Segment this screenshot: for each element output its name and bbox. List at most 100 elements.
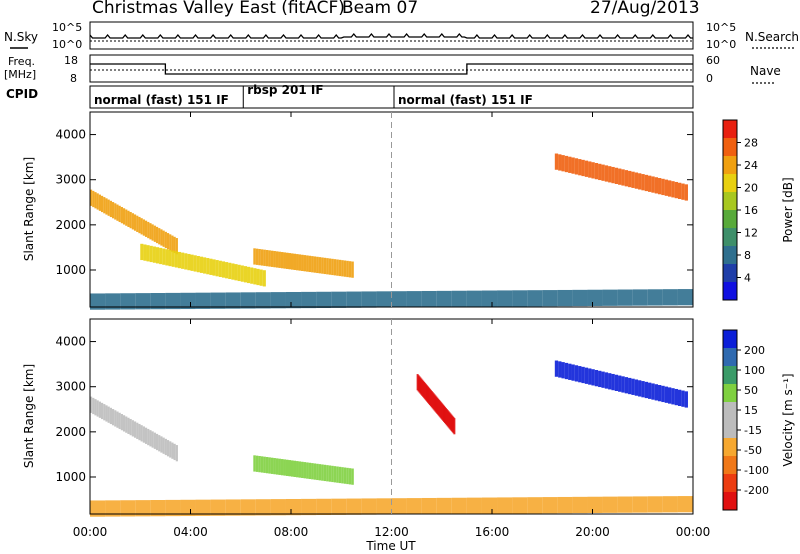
heatmap-cell xyxy=(351,261,354,278)
heatmap-cell xyxy=(195,292,211,309)
heatmap-cell xyxy=(632,496,648,513)
heatmap-cell xyxy=(341,467,344,484)
heatmap-cell xyxy=(611,166,615,184)
heatmap-cell xyxy=(258,248,261,266)
heatmap-cell xyxy=(326,465,329,482)
heatmap-cell xyxy=(105,405,108,422)
cpid-segment-label: normal (fast) 151 IF xyxy=(94,93,229,107)
heatmap-cell xyxy=(165,292,181,310)
heatmap-cell xyxy=(105,500,121,517)
heatmap-cell xyxy=(677,182,682,200)
nsearch-tick-bottom: 10^0 xyxy=(706,38,736,51)
heatmap-cell xyxy=(237,264,241,282)
heatmap-cell xyxy=(160,229,163,246)
heatmap-cell xyxy=(162,230,165,247)
colorbar-tick-label: 100 xyxy=(744,364,765,377)
heatmap-cell xyxy=(215,260,219,277)
heatmap-cell xyxy=(436,497,452,515)
heatmap-cell xyxy=(285,291,302,309)
heatmap-cell xyxy=(199,256,204,273)
heatmap-cell xyxy=(604,372,609,389)
heatmap-cell xyxy=(103,404,106,421)
heatmap-cell xyxy=(328,465,332,482)
heatmap-cell xyxy=(144,220,148,237)
nsky-tick-bottom: 10^0 xyxy=(52,38,82,51)
heatmap-cell xyxy=(436,290,452,308)
heatmap-cell xyxy=(168,249,172,267)
cpid-segment-label: normal (fast) 151 IF xyxy=(398,93,533,107)
heatmap-cell xyxy=(346,291,362,308)
heatmap-cell xyxy=(451,290,467,307)
heatmap-cell xyxy=(668,180,672,197)
heatmap-cell xyxy=(406,291,422,308)
heatmap-cell xyxy=(591,369,595,386)
heatmap-cell xyxy=(574,365,579,382)
heatmap-cell xyxy=(572,496,588,514)
heatmap-cell xyxy=(255,248,259,265)
heatmap-cell xyxy=(628,170,632,188)
heatmap-cell xyxy=(90,396,93,413)
heatmap-cell xyxy=(210,499,226,516)
heatmap-cell xyxy=(263,249,266,266)
heatmap-cell xyxy=(109,200,112,218)
heatmap-cell xyxy=(127,417,130,434)
heatmap-cell xyxy=(147,428,150,446)
heatmap-cell xyxy=(594,370,599,387)
heatmap-cell xyxy=(564,362,569,380)
heatmap-cell xyxy=(142,219,145,236)
heatmap-cell xyxy=(100,402,104,420)
heatmap-cell xyxy=(135,293,151,310)
cpid-segments: normal (fast) 151 IF rbsp 201 IF normal (f… xyxy=(89,83,533,108)
heatmap-cell xyxy=(96,400,99,417)
heatmap-cell xyxy=(196,255,200,273)
nsearch-label: N.Search xyxy=(745,30,799,44)
heatmap-cell xyxy=(542,290,558,307)
heatmap-cell xyxy=(348,261,352,278)
heatmap-cell xyxy=(614,374,619,391)
heatmap-cell xyxy=(100,195,104,213)
heatmap-cell xyxy=(140,218,143,235)
heatmap-cell xyxy=(116,411,119,428)
heatmap-cell xyxy=(512,290,528,307)
heatmap-cell xyxy=(138,216,141,234)
colorbar-tick-label: 20 xyxy=(744,182,758,195)
heatmap-cell xyxy=(296,461,299,478)
heatmap-cell xyxy=(206,258,210,275)
heatmap-cell xyxy=(466,290,482,307)
heatmap-cell xyxy=(527,290,543,307)
heatmap-cell xyxy=(155,226,159,244)
heatmap-cell xyxy=(288,460,291,477)
power-y-ticks: 1000 2000 3000 4000 xyxy=(55,128,693,277)
heatmap-cell xyxy=(209,258,213,275)
heatmap-cell xyxy=(343,467,347,484)
heatmap-cell xyxy=(253,248,256,265)
heatmap-cell xyxy=(578,366,582,383)
heatmap-cell xyxy=(275,458,279,475)
freq-tick-top: 18 xyxy=(64,54,78,67)
heatmap-cell xyxy=(103,197,106,214)
heatmap-cell xyxy=(572,289,588,307)
heatmap-cell xyxy=(336,259,339,276)
velocity-y-label: Slant Range [km] xyxy=(22,364,36,468)
heatmap-cell xyxy=(268,250,271,267)
colorbar-tick-label: -100 xyxy=(744,464,769,477)
heatmap-cell xyxy=(296,254,299,271)
heatmap-cell xyxy=(265,457,269,474)
x-tick-label: 16:00 xyxy=(475,525,510,539)
heatmap-cell xyxy=(674,388,678,406)
heatmap-cell xyxy=(311,256,314,273)
colorbar-block xyxy=(723,420,737,438)
heatmap-cell xyxy=(651,176,655,193)
heatmap-cell xyxy=(181,252,185,269)
heatmap-cell xyxy=(131,420,134,437)
heatmap-cell xyxy=(291,253,294,270)
colorbar-tick-label: -200 xyxy=(744,484,769,497)
heatmap-cell xyxy=(94,399,97,416)
heatmap-cell xyxy=(175,238,178,255)
heatmap-cell xyxy=(311,463,314,480)
colorbar-tick-label: 24 xyxy=(744,159,758,172)
heatmap-cell xyxy=(133,421,137,438)
heatmap-cell xyxy=(278,251,281,268)
heatmap-cell xyxy=(421,497,437,515)
velocity-colorbar-label: Velocity [m s⁻¹] xyxy=(781,373,795,466)
